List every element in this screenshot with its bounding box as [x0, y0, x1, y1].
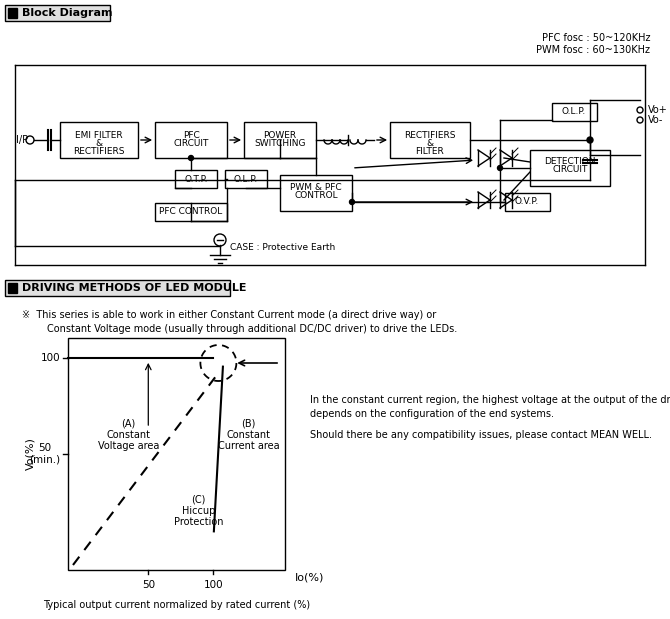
Text: O.L.P.: O.L.P.	[234, 175, 258, 183]
Bar	[390, 122, 470, 158]
Text: (B)
Constant
Current area: (B) Constant Current area	[218, 418, 279, 451]
Text: PWM & PFC: PWM & PFC	[290, 183, 342, 191]
Text: DRIVING METHODS OF LED MODULE: DRIVING METHODS OF LED MODULE	[22, 283, 247, 293]
Circle shape	[188, 155, 194, 160]
Text: PFC: PFC	[183, 131, 200, 139]
Text: 50: 50	[142, 580, 155, 590]
Bar	[8, 8, 17, 18]
Bar	[552, 103, 597, 121]
Text: &: &	[426, 139, 433, 147]
Text: EMI FILTER: EMI FILTER	[75, 131, 123, 139]
Bar	[530, 150, 610, 186]
Text: FILTER: FILTER	[415, 147, 444, 155]
Text: (A)
Constant
Voltage area: (A) Constant Voltage area	[98, 418, 159, 451]
Bar	[175, 170, 217, 188]
Text: SWITCHING: SWITCHING	[254, 139, 306, 147]
Text: PFC CONTROL: PFC CONTROL	[159, 207, 222, 217]
FancyBboxPatch shape	[5, 280, 230, 296]
Circle shape	[587, 137, 593, 143]
Text: (C)
Hiccup
Protection: (C) Hiccup Protection	[174, 494, 223, 527]
Text: ※  This series is able to work in either Constant Current mode (a direct drive w: ※ This series is able to work in either …	[22, 310, 457, 334]
Text: Vo+: Vo+	[648, 105, 668, 115]
Text: CONTROL: CONTROL	[294, 191, 338, 201]
Bar	[155, 203, 227, 221]
Text: PFC fosc : 50~120KHz: PFC fosc : 50~120KHz	[541, 33, 650, 43]
Text: Vo-: Vo-	[648, 115, 663, 125]
Text: 100: 100	[204, 580, 223, 590]
Bar	[225, 170, 267, 188]
Text: RECTIFIERS: RECTIFIERS	[73, 147, 125, 155]
Text: Vo(%): Vo(%)	[25, 438, 35, 470]
Bar	[60, 122, 138, 158]
Bar	[8, 283, 17, 293]
Text: I/P: I/P	[16, 135, 28, 145]
Text: O.L.P.: O.L.P.	[562, 108, 586, 116]
Text: CIRCUIT: CIRCUIT	[552, 165, 588, 175]
Text: Block Diagram: Block Diagram	[22, 8, 113, 18]
Circle shape	[350, 199, 354, 204]
Text: O.T.P.: O.T.P.	[184, 175, 208, 183]
Bar	[280, 175, 352, 211]
Text: CIRCUIT: CIRCUIT	[174, 139, 208, 147]
Text: CASE : Protective Earth: CASE : Protective Earth	[230, 243, 335, 253]
Text: 50
(min.): 50 (min.)	[29, 443, 60, 465]
Text: &: &	[95, 139, 103, 147]
Text: PWM fosc : 60~130KHz: PWM fosc : 60~130KHz	[536, 45, 650, 55]
Text: Typical output current normalized by rated current (%): Typical output current normalized by rat…	[43, 600, 310, 610]
Bar	[505, 193, 550, 211]
Text: In the constant current region, the highest voltage at the output of the driver
: In the constant current region, the high…	[310, 395, 670, 419]
Circle shape	[498, 165, 502, 170]
Text: 100: 100	[40, 353, 60, 363]
FancyBboxPatch shape	[5, 5, 110, 21]
Text: POWER: POWER	[263, 131, 297, 139]
Text: DETECTION: DETECTION	[544, 157, 596, 167]
Text: O.V.P.: O.V.P.	[515, 197, 539, 207]
Text: Io(%): Io(%)	[295, 573, 324, 583]
Text: Should there be any compatibility issues, please contact MEAN WELL.: Should there be any compatibility issues…	[310, 430, 652, 440]
Bar	[68, 338, 285, 570]
Text: RECTIFIERS: RECTIFIERS	[404, 131, 456, 139]
Bar	[244, 122, 316, 158]
Bar	[155, 122, 227, 158]
